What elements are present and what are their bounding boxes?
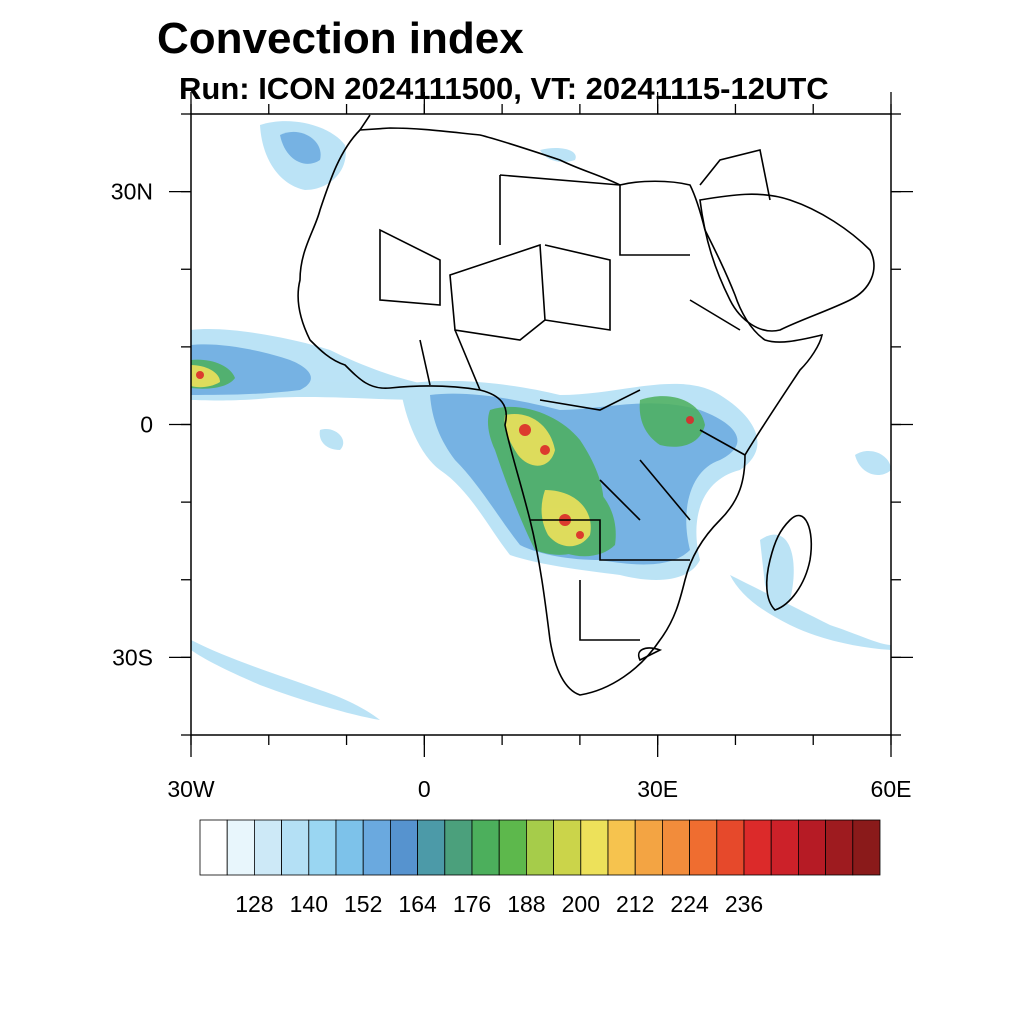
colorbar-swatch xyxy=(689,819,718,876)
x-tick-label: 0 xyxy=(418,776,431,802)
axis-ticks xyxy=(169,92,913,757)
convection-field xyxy=(191,121,891,720)
colorbar-swatch xyxy=(852,819,881,876)
y-tick-label: 30N xyxy=(111,179,153,205)
colorbar-swatch xyxy=(335,819,364,876)
colorbar-swatch xyxy=(553,819,582,876)
colorbar-swatch xyxy=(743,819,772,876)
colorbar-tick-label: 224 xyxy=(670,891,709,917)
colorbar-labels: 128 140 152 164 176 188 200 212 224 236 xyxy=(235,891,763,917)
colorbar-swatch xyxy=(526,819,555,876)
axis-tick-labels: 30W 0 30E 60E 30N 0 30S xyxy=(111,179,912,802)
colorbar-tick-label: 236 xyxy=(725,891,763,917)
colorbar-swatch xyxy=(471,819,500,876)
x-tick-label: 60E xyxy=(871,776,912,802)
colorbar-swatch xyxy=(798,819,827,876)
colorbar-tick-label: 200 xyxy=(562,891,600,917)
colorbar-swatch xyxy=(634,819,663,876)
colorbar-swatch xyxy=(770,819,799,876)
colorbar-swatch xyxy=(417,819,446,876)
colorbar-tick-label: 128 xyxy=(235,891,273,917)
colorbar-swatch xyxy=(580,819,609,876)
colorbar-swatch xyxy=(362,819,391,876)
colorbar-swatch xyxy=(199,819,228,876)
colorbar-swatch xyxy=(716,819,745,876)
colorbar-swatch xyxy=(389,819,418,876)
chart-title: Convection index xyxy=(157,14,524,63)
colorbar-swatch xyxy=(308,819,337,876)
colorbar-swatch xyxy=(226,819,255,876)
colorbar-swatch xyxy=(825,819,854,876)
colorbar-swatch xyxy=(662,819,691,876)
colorbar-swatch xyxy=(444,819,473,876)
x-tick-label: 30E xyxy=(637,776,678,802)
colorbar-tick-label: 140 xyxy=(290,891,328,917)
colorbar-swatch xyxy=(253,819,282,876)
colorbar-tick-label: 188 xyxy=(507,891,545,917)
colorbar-swatch xyxy=(498,819,527,876)
y-tick-label: 30S xyxy=(112,644,153,670)
y-tick-label: 0 xyxy=(140,412,153,438)
x-tick-label: 30W xyxy=(167,776,215,802)
chart-subtitle: Run: ICON 2024111500, VT: 20241115-12UTC xyxy=(179,71,829,106)
colorbar-swatch xyxy=(607,819,636,876)
colorbar xyxy=(199,819,881,876)
colorbar-swatch xyxy=(281,819,310,876)
field-peak xyxy=(196,371,694,539)
coastlines xyxy=(297,114,875,696)
colorbar-tick-label: 164 xyxy=(398,891,437,917)
colorbar-tick-label: 176 xyxy=(453,891,491,917)
colorbar-tick-label: 152 xyxy=(344,891,382,917)
colorbar-tick-label: 212 xyxy=(616,891,654,917)
